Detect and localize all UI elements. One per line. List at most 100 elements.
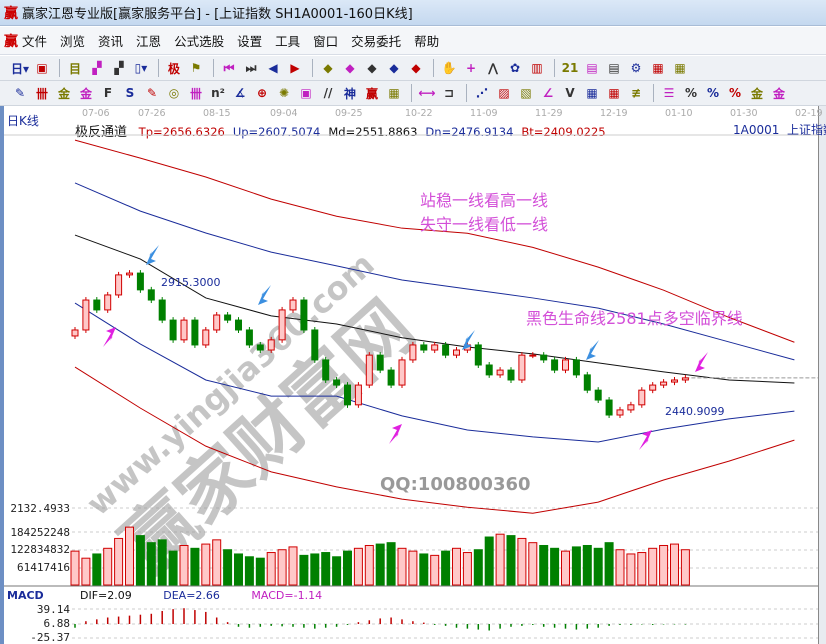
lines-icon[interactable]: 卌 bbox=[189, 86, 202, 101]
volume-bar bbox=[157, 539, 167, 586]
gold-lines-icon[interactable]: 金 bbox=[772, 86, 785, 101]
percent-line-icon[interactable]: % bbox=[684, 86, 698, 100]
calendar-icon[interactable]: 21 bbox=[561, 61, 579, 75]
volume-bar bbox=[626, 553, 636, 586]
hand-icon[interactable]: ✋ bbox=[441, 61, 457, 75]
date-tick: 08-15 bbox=[203, 108, 231, 119]
last-icon[interactable]: ⏭ bbox=[245, 60, 257, 75]
diamond-right-icon[interactable]: ◆ bbox=[345, 61, 355, 75]
period-day-icon[interactable]: 日▾ bbox=[10, 61, 30, 76]
volume-bar bbox=[484, 536, 494, 586]
indicator3-icon[interactable]: ▞ bbox=[92, 61, 102, 75]
title-bar: 赢 赢家江恩专业版[赢家服务平台] - [上证指数 SH1A0001-160日K… bbox=[0, 0, 826, 26]
extreme-icon[interactable]: 极 bbox=[167, 61, 180, 76]
volume-bar bbox=[70, 550, 80, 586]
volume-bar bbox=[670, 543, 679, 586]
candle bbox=[649, 384, 657, 391]
eraser-icon[interactable]: ✎ bbox=[146, 86, 158, 100]
angle-icon[interactable]: ∡ bbox=[234, 86, 246, 100]
toolbar-separator bbox=[433, 59, 434, 77]
indicator9-icon[interactable]: ▞ bbox=[114, 61, 124, 75]
frame-icon[interactable]: ⊐ bbox=[443, 86, 455, 100]
diamond-x-icon[interactable]: ◆ bbox=[389, 61, 399, 75]
ruler-icon[interactable]: ▦ bbox=[388, 86, 400, 100]
menu-item[interactable]: 资讯 bbox=[98, 34, 124, 49]
diamond-both-icon[interactable]: ◆ bbox=[367, 61, 377, 75]
ying-icon[interactable]: 赢 bbox=[365, 86, 378, 101]
menu-item[interactable]: 帮助 bbox=[414, 34, 440, 49]
curve-icon[interactable]: S bbox=[125, 86, 135, 100]
gann-grid2-icon[interactable]: ▦ bbox=[608, 86, 620, 100]
cycle-icon[interactable]: ◎ bbox=[168, 86, 180, 100]
volume-bar bbox=[135, 535, 145, 586]
menu-item[interactable]: 文件 bbox=[22, 34, 48, 49]
crosshair-icon[interactable]: + bbox=[465, 61, 477, 75]
flag-icon[interactable]: ⚑ bbox=[190, 61, 202, 75]
star-icon[interactable]: ✺ bbox=[278, 86, 290, 100]
diamond-left-icon[interactable]: ◆ bbox=[323, 61, 333, 75]
channel-line-tp bbox=[74, 139, 795, 343]
right-scrollbar[interactable] bbox=[818, 106, 826, 644]
layout-icon[interactable]: ▦ bbox=[652, 61, 664, 75]
fan-icon[interactable]: ⋰ bbox=[476, 86, 488, 100]
volume-bar bbox=[452, 547, 461, 586]
first-icon[interactable]: ⏮ bbox=[223, 60, 235, 75]
toolbar-separator bbox=[213, 59, 214, 77]
grid-icon[interactable]: ▦ bbox=[674, 61, 686, 75]
box-icon[interactable]: ▣ bbox=[300, 86, 312, 100]
wave-icon[interactable]: V bbox=[565, 86, 575, 100]
parallel-icon[interactable]: ≢ bbox=[630, 86, 642, 100]
tools-icon[interactable]: ⚙ bbox=[630, 61, 642, 75]
gold1-icon[interactable]: 金 bbox=[57, 86, 70, 101]
stamp-icon[interactable]: ✿ bbox=[509, 61, 521, 75]
menu-item[interactable]: 工具 bbox=[275, 34, 301, 49]
menu-item[interactable]: 浏览 bbox=[60, 34, 86, 49]
width-icon[interactable]: ⟷ bbox=[418, 86, 436, 100]
window-icon[interactable]: ▣ bbox=[36, 61, 48, 75]
square-icon[interactable]: n² bbox=[211, 86, 225, 100]
candle bbox=[572, 359, 580, 376]
fan-box2-icon[interactable]: ▧ bbox=[520, 86, 532, 100]
gann-grid-icon[interactable]: ▦ bbox=[586, 86, 598, 100]
fan-box-icon[interactable]: ▨ bbox=[498, 86, 510, 100]
volume-bar bbox=[430, 554, 440, 586]
volume-bar bbox=[495, 533, 505, 586]
left-icon[interactable]: ◀ bbox=[268, 61, 278, 75]
target-icon[interactable]: ⊕ bbox=[256, 86, 268, 100]
menu-item[interactable]: 设置 bbox=[237, 34, 263, 49]
blue-arrow-icon bbox=[258, 285, 271, 305]
table-icon[interactable]: ☰ bbox=[663, 86, 675, 100]
blue-arrow-icon bbox=[462, 330, 475, 350]
candle bbox=[594, 389, 602, 401]
screen-icon[interactable]: ▤ bbox=[608, 61, 620, 75]
candle bbox=[202, 329, 210, 346]
percent-lines-icon[interactable]: % bbox=[728, 86, 742, 100]
volume-bar bbox=[114, 537, 124, 586]
diamond-plus-icon[interactable]: ◆ bbox=[411, 61, 421, 75]
speed-icon[interactable]: ∠ bbox=[542, 86, 554, 100]
chart-icon[interactable]: ▥ bbox=[531, 61, 543, 75]
menu-item[interactable]: 交易委托 bbox=[351, 34, 402, 49]
candle bbox=[485, 364, 493, 376]
gold2-icon[interactable]: 金 bbox=[79, 86, 92, 101]
right-icon[interactable]: ▶ bbox=[290, 61, 300, 75]
zigzag-icon[interactable]: ⋀ bbox=[487, 61, 499, 75]
coin-icon[interactable]: 金 bbox=[750, 86, 763, 101]
fib-icon[interactable]: F bbox=[103, 86, 113, 100]
god-icon[interactable]: 神 bbox=[343, 86, 356, 101]
pen-icon[interactable]: ✎ bbox=[14, 86, 26, 100]
menu-item[interactable]: 窗口 bbox=[313, 34, 339, 49]
menu-item[interactable]: 江恩 bbox=[136, 34, 162, 49]
hash-icon[interactable]: 卌 bbox=[35, 86, 48, 101]
candle bbox=[474, 344, 482, 366]
list-icon[interactable]: 目 bbox=[68, 61, 81, 76]
volume-bar bbox=[179, 544, 189, 586]
candle bbox=[409, 344, 417, 361]
slash-icon[interactable]: // bbox=[323, 86, 333, 100]
menu-item[interactable]: 公式选股 bbox=[174, 34, 225, 49]
percent-icon[interactable]: % bbox=[706, 86, 720, 100]
candle-type-icon[interactable]: ▯▾ bbox=[134, 61, 148, 75]
macd-axis-2: -25.37 bbox=[30, 631, 70, 644]
monitor-icon[interactable]: ▤ bbox=[586, 61, 598, 75]
